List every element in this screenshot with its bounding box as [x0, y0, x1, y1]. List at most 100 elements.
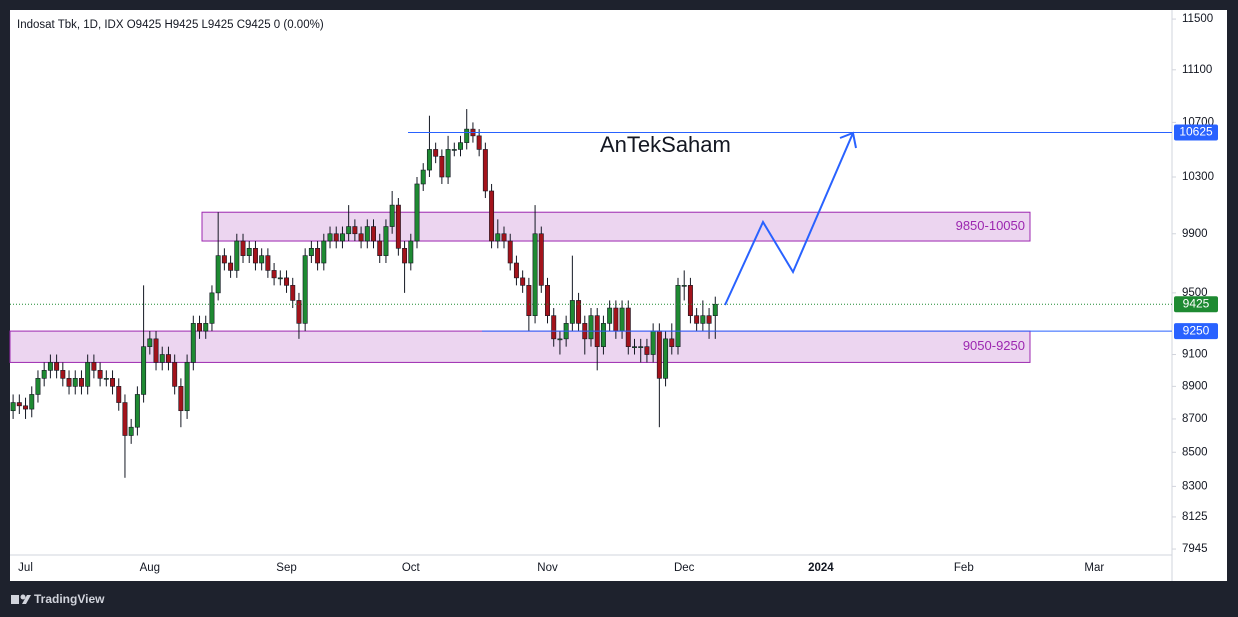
zone-label: 9850-10050: [956, 218, 1025, 233]
candle-body: [383, 226, 389, 256]
candle-body: [47, 362, 53, 371]
x-tick-label: Mar: [1084, 562, 1104, 574]
candle-body: [190, 323, 196, 363]
candle-body: [607, 307, 613, 324]
x-tick-label: Aug: [140, 562, 160, 574]
candle-body: [333, 233, 339, 242]
zone: [9, 330, 1031, 363]
candle-body: [128, 426, 134, 436]
plot: 7945 8125 8300 8500 8700 8900 9100 9500 9900 1030…: [9, 13, 1214, 574]
candle-body: [197, 323, 202, 332]
candle-body: [209, 292, 215, 324]
candle-body: [551, 315, 557, 340]
candle-body: [445, 149, 451, 178]
candle-body: [513, 262, 519, 279]
y-tick-label: 8500: [1182, 446, 1208, 458]
candle-body: [259, 255, 265, 264]
candle-body: [246, 248, 252, 256]
x-tick-label: Feb: [954, 562, 974, 574]
candle-body: [178, 386, 184, 412]
candle-body: [203, 323, 209, 332]
price-label-box: [1174, 323, 1218, 340]
candle-body: [694, 315, 700, 324]
candle-body: [290, 285, 296, 301]
candle-body: [569, 300, 575, 324]
candle-body: [557, 338, 563, 341]
candle-body: [352, 226, 358, 235]
candle-body: [520, 277, 526, 286]
candle-body: [165, 354, 171, 363]
candle-body: [377, 240, 383, 256]
candle-body: [712, 303, 718, 316]
candle-body: [464, 128, 470, 143]
y-tick-label: 8900: [1182, 380, 1208, 392]
tv-logo: [11, 594, 31, 604]
candle-body: [364, 226, 370, 242]
candle-body: [153, 338, 159, 363]
candle-body: [663, 338, 669, 379]
y-tick-label: 9500: [1182, 287, 1208, 299]
candle-body: [687, 285, 693, 316]
candle-body: [147, 338, 153, 347]
y-tick-label: 9100: [1182, 349, 1208, 361]
candle-body: [644, 346, 650, 355]
y-tick-label: 11100: [1182, 64, 1212, 76]
candle-body: [700, 315, 706, 324]
price-label: 9250: [1183, 323, 1210, 337]
x-tick-label: 2024: [808, 562, 834, 574]
x-tick-label: Jul: [18, 562, 33, 574]
x-tick-label: Nov: [537, 562, 558, 574]
candle-body: [476, 135, 482, 150]
x-tick-label: Sep: [276, 562, 296, 574]
candle-body: [302, 255, 308, 324]
candle-body: [656, 330, 662, 379]
candle-body: [85, 362, 91, 387]
candle-body: [706, 315, 712, 324]
candle-body: [426, 149, 432, 171]
candle-body: [116, 386, 122, 403]
candle-body: [172, 362, 178, 387]
candle-body: [234, 240, 240, 271]
candle-body: [103, 378, 109, 380]
candle-body: [625, 307, 631, 347]
candle-body: [134, 394, 140, 428]
y-tick-label: 8300: [1182, 480, 1208, 492]
watermark: AnTekSaham: [600, 132, 731, 157]
candle-body: [358, 233, 364, 242]
candle-body: [389, 204, 395, 227]
candle-body: [277, 277, 283, 280]
candle-body: [414, 183, 420, 242]
candle-body: [184, 362, 190, 412]
price-label-box: [1174, 296, 1218, 313]
y-tick-label: 11500: [1182, 13, 1213, 25]
candle-body: [72, 378, 78, 387]
candle-body: [402, 248, 408, 264]
candle-body: [122, 402, 128, 436]
candle-body: [346, 226, 352, 235]
zone: [201, 211, 1031, 242]
y-tick-label: 8125: [1182, 511, 1208, 523]
candle-body: [538, 233, 544, 286]
y-tick-label: 10300: [1182, 171, 1214, 183]
candle-body: [408, 240, 414, 264]
candle-body: [54, 362, 60, 371]
candle-body: [439, 155, 445, 178]
candle-body: [23, 405, 29, 410]
candle-body: [526, 285, 532, 316]
x-tick-label: Dec: [674, 562, 695, 574]
candle-body: [10, 402, 16, 412]
candle-body: [78, 378, 84, 387]
candle-body: [395, 204, 401, 249]
candle-body: [433, 149, 439, 157]
candle-body: [159, 354, 165, 363]
candle-body: [271, 270, 277, 279]
y-tick-label: 9900: [1182, 228, 1208, 240]
candle-body: [675, 285, 681, 347]
candle-body: [632, 346, 637, 348]
candle-body: [308, 248, 314, 256]
candle-body: [669, 338, 675, 347]
candle-body: [371, 226, 376, 242]
candle-body: [545, 285, 550, 316]
candle-body: [650, 330, 656, 355]
